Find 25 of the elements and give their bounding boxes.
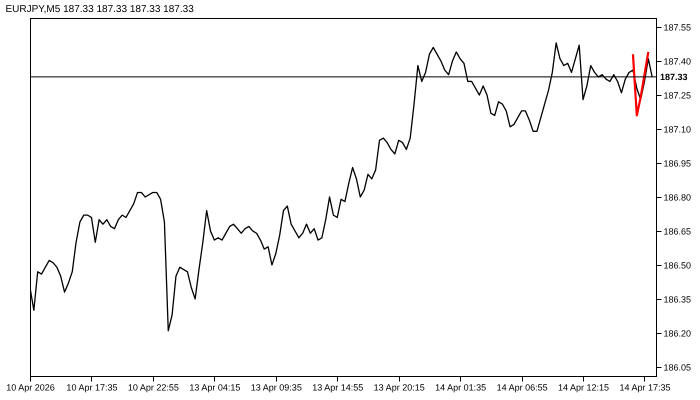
- x-tick-label: 13 Apr 04:15: [189, 382, 240, 392]
- x-tick-label: 13 Apr 09:35: [250, 382, 302, 392]
- line-series: [632, 50, 650, 117]
- y-tick-label: 186.50: [664, 260, 692, 270]
- y-tick-label: 187.55: [664, 22, 692, 33]
- x-tick-label: 14 Apr 17:35: [619, 382, 670, 392]
- y-tick-label: 186.05: [664, 362, 692, 372]
- x-tick-label: 13 Apr 20:15: [374, 382, 425, 392]
- x-tick-label: 10 Apr 17:35: [66, 382, 118, 392]
- chart-title: EURJPY,M5 187.33 187.33 187.33 187.33: [5, 4, 194, 15]
- y-tick-label: 186.65: [664, 226, 692, 236]
- x-tick-label: 14 Apr 06:55: [496, 382, 548, 392]
- y-tick-label: 187.25: [664, 90, 692, 101]
- y-tick-label: 187.10: [664, 124, 692, 135]
- y-tick-label: 186.95: [664, 158, 692, 169]
- x-tick-label: 14 Apr 01:35: [435, 382, 486, 392]
- x-tick-label: 10 Apr 2026: [6, 382, 55, 392]
- y-tick-label: 186.20: [664, 328, 692, 338]
- y-tick-label: 186.35: [664, 294, 692, 304]
- x-tick-label: 10 Apr 22:55: [128, 382, 179, 392]
- y-tick-label: 187.40: [664, 56, 692, 67]
- x-tick-label: 14 Apr 12:15: [558, 382, 610, 392]
- x-tick-label: 13 Apr 14:55: [312, 382, 364, 392]
- y-tick-label: 186.80: [664, 192, 692, 202]
- ref-line-label: 187.33: [660, 72, 688, 82]
